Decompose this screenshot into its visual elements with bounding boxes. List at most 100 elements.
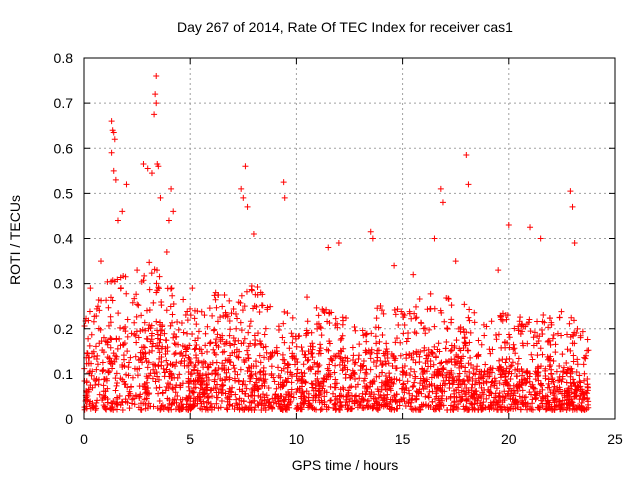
data-point [213, 400, 220, 407]
data-point [550, 358, 557, 365]
data-point [505, 388, 512, 395]
data-point [141, 272, 148, 279]
data-point [175, 341, 182, 348]
data-point [230, 306, 237, 313]
data-point [146, 349, 153, 356]
data-point [114, 396, 121, 403]
data-point [355, 352, 362, 359]
data-point [451, 356, 458, 363]
data-point [114, 379, 121, 386]
data-point [563, 406, 570, 413]
data-point [453, 337, 460, 344]
data-point [247, 375, 254, 382]
data-point [183, 394, 190, 401]
data-point [203, 399, 210, 406]
data-point [476, 371, 483, 378]
data-point [564, 331, 571, 338]
data-point-outlier [97, 258, 104, 265]
x-tick-labels: 0 5 10 15 20 25 [80, 431, 623, 447]
data-point [530, 385, 537, 392]
data-point [466, 306, 473, 313]
data-point [392, 396, 399, 403]
data-point [428, 382, 435, 389]
data-point [421, 378, 428, 385]
data-point [157, 321, 164, 328]
data-point [580, 395, 587, 402]
data-point [444, 406, 451, 413]
data-point [543, 400, 550, 407]
data-point [411, 368, 418, 375]
data-point [450, 403, 457, 410]
data-point [256, 338, 263, 345]
data-point [478, 384, 485, 391]
data-point [158, 302, 165, 309]
data-point [299, 373, 306, 380]
data-point [473, 366, 480, 373]
data-point [480, 321, 487, 328]
data-point [221, 291, 228, 298]
data-point [540, 311, 547, 318]
y-tick-label: 0.6 [54, 140, 74, 156]
data-point [250, 305, 257, 312]
data-point [574, 325, 581, 332]
data-point [555, 402, 562, 409]
data-point [571, 379, 578, 386]
data-point-outlier [153, 100, 160, 107]
data-point [549, 335, 556, 342]
data-point [236, 386, 243, 393]
data-point [193, 354, 200, 361]
data-point [351, 397, 358, 404]
data-point [131, 319, 138, 326]
data-point [161, 330, 168, 337]
data-point [376, 373, 383, 380]
data-point [117, 324, 124, 331]
data-point [312, 378, 319, 385]
data-point [215, 344, 222, 351]
data-point [209, 393, 216, 400]
data-point [150, 340, 157, 347]
data-point [439, 392, 446, 399]
data-point [413, 314, 420, 321]
data-point [510, 392, 517, 399]
data-point [323, 371, 330, 378]
data-point [131, 331, 138, 338]
data-point [459, 395, 466, 402]
data-point [460, 326, 467, 333]
data-point [461, 339, 468, 346]
data-point [225, 366, 232, 373]
data-point [386, 382, 393, 389]
data-point [251, 381, 258, 388]
data-point [447, 347, 454, 354]
data-point [328, 356, 335, 363]
data-point [404, 378, 411, 385]
data-point [202, 371, 209, 378]
data-point [461, 391, 468, 398]
y-tick-label: 0.5 [54, 185, 74, 201]
data-point-outlier [431, 235, 438, 242]
data-point [86, 354, 93, 361]
data-point [267, 303, 274, 310]
data-point [334, 320, 341, 327]
data-point [337, 336, 344, 343]
data-point [421, 368, 428, 375]
data-point [301, 393, 308, 400]
data-point [425, 363, 432, 370]
data-point [286, 391, 293, 398]
data-point [122, 328, 129, 335]
data-point [356, 393, 363, 400]
data-point [536, 406, 543, 413]
data-point [205, 376, 212, 383]
data-point [113, 353, 120, 360]
data-point [288, 371, 295, 378]
data-point [163, 337, 170, 344]
data-point [178, 319, 185, 326]
y-tick-label: 0.1 [54, 366, 74, 382]
data-point [327, 383, 334, 390]
data-point [328, 309, 335, 316]
data-point [133, 313, 140, 320]
data-point [530, 342, 537, 349]
data-point [453, 386, 460, 393]
data-point [222, 390, 229, 397]
data-point [558, 378, 565, 385]
data-point [319, 306, 326, 313]
